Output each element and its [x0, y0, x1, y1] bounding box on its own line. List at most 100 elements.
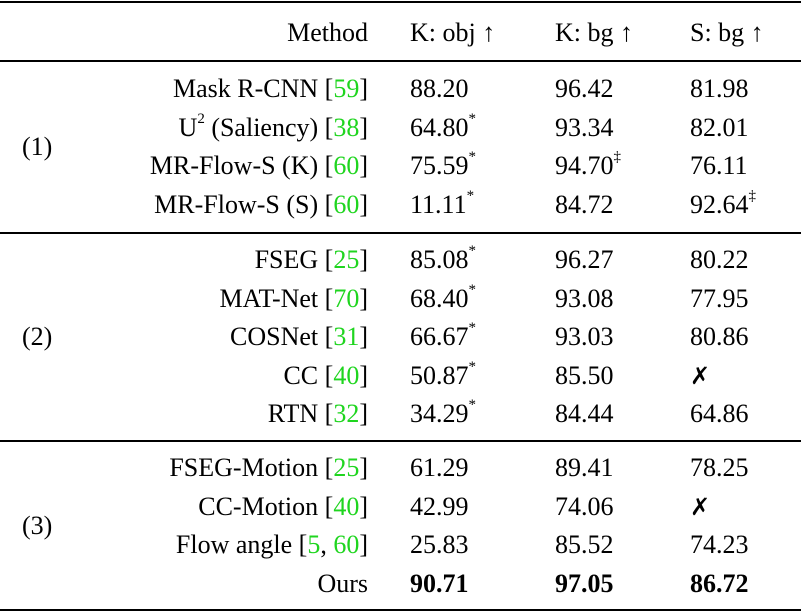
method-name: MR-Flow-S (S) [60]	[154, 189, 368, 219]
header-method: Method	[287, 18, 368, 47]
value-text: 80.86	[690, 322, 749, 351]
value-marker: *	[468, 320, 477, 337]
value-text: 85.08	[410, 245, 469, 274]
value-text: 82.01	[690, 112, 749, 142]
value-cell: 76.11	[690, 151, 748, 181]
group-label: (2)	[22, 322, 53, 351]
value-cell: 89.41	[555, 453, 614, 483]
value-marker: *	[468, 358, 477, 375]
value-marker: ‡	[613, 149, 622, 166]
method-name-suffix: (Saliency)	[204, 112, 319, 142]
group-label: (3)	[22, 510, 53, 540]
value-cell: 42.99	[410, 492, 469, 522]
citation-link[interactable]: 40	[333, 491, 360, 521]
value-text: 42.99	[410, 491, 469, 521]
value-text: 93.34	[555, 112, 614, 142]
value-cell: 80.22	[690, 245, 749, 275]
value-text: 64.80	[410, 112, 469, 142]
value-text: 80.22	[690, 245, 749, 274]
value-cell: 50.87*	[410, 358, 477, 391]
top-rule	[0, 1, 801, 3]
value-cell: 88.20	[410, 74, 469, 104]
value-cell: 61.29	[410, 453, 469, 483]
value-text: 74.06	[555, 491, 614, 521]
citation-link[interactable]: 40	[333, 360, 360, 390]
method-name-text: Flow angle	[175, 530, 293, 559]
method-name-text: MR-Flow-S (K)	[149, 151, 325, 180]
citation-link[interactable]: 31	[333, 322, 360, 351]
value-cell: 82.01	[690, 113, 749, 143]
value-text: 34.29	[410, 399, 469, 428]
value-text: 85.50	[555, 360, 614, 390]
value-marker: *	[468, 243, 477, 260]
value-text: 66.67	[410, 322, 469, 351]
value-text: 75.59	[410, 151, 469, 180]
value-cell: 96.27	[555, 245, 614, 275]
header-s-bg: S: bg ↑	[690, 18, 764, 47]
method-name: Flow angle [5, 60]	[175, 530, 368, 559]
method-name-text: MAT-Net	[219, 283, 319, 313]
value-text: 89.41	[555, 453, 614, 482]
citation-link[interactable]: 59	[333, 74, 360, 103]
method-name-text: CC	[283, 360, 319, 390]
method-superscript: 2	[197, 110, 205, 127]
value-marker: *	[468, 149, 477, 166]
method-name-text: FSEG	[254, 245, 319, 274]
method-name-text: COSNet	[230, 322, 319, 351]
citation-link[interactable]: 25	[333, 453, 360, 482]
citation-link[interactable]: 60	[333, 189, 360, 219]
value-cell: 81.98	[690, 74, 749, 104]
group-rule-2	[0, 440, 801, 442]
citation-link[interactable]: 70	[333, 283, 360, 313]
method-name: FSEG [25]	[254, 245, 368, 274]
citation-link[interactable]: 60	[333, 530, 360, 559]
value-marker: *	[468, 110, 477, 127]
value-cell: 93.34	[555, 113, 614, 143]
value-text: 84.72	[555, 189, 614, 219]
group-rule-1	[0, 232, 801, 234]
value-text: 92.64	[690, 189, 749, 219]
method-name-text: Mask R-CNN	[172, 74, 319, 103]
method-name-text: Ours	[317, 568, 368, 598]
method-name: COSNet [31]	[230, 322, 368, 351]
method-name-text: FSEG-Motion	[169, 453, 319, 482]
value-marker: ‡	[748, 187, 757, 204]
value-text: 81.98	[690, 74, 749, 103]
citation-link[interactable]: 25	[333, 245, 360, 274]
value-text: 86.72	[690, 568, 749, 598]
method-name: RTN [32]	[267, 399, 368, 428]
value-marker: *	[468, 281, 477, 298]
method-name: U2 (Saliency) [38]	[178, 110, 368, 142]
value-cell: 85.50	[555, 361, 614, 391]
value-text: 96.27	[555, 245, 614, 274]
cross-icon: ✗	[690, 361, 711, 390]
value-text: 78.25	[690, 453, 749, 482]
value-cell: 92.64‡	[690, 187, 757, 220]
value-cell: 74.23	[690, 530, 749, 560]
value-cell: 97.05	[555, 569, 614, 599]
value-cell: 78.25	[690, 453, 749, 483]
value-cell: 93.03	[555, 322, 614, 352]
value-cell: 84.72	[555, 190, 614, 220]
value-text: 76.11	[690, 151, 748, 180]
method-name-text: RTN	[267, 399, 319, 428]
value-text: 64.86	[690, 399, 749, 428]
value-cell: 25.83	[410, 530, 469, 560]
value-cell: 75.59*	[410, 149, 477, 181]
citation-link[interactable]: 60	[333, 151, 360, 180]
header-k-bg: K: bg ↑	[555, 18, 633, 47]
value-text: 88.20	[410, 74, 469, 103]
citation-link[interactable]: 32	[333, 399, 360, 428]
value-cell: 80.86	[690, 322, 749, 352]
citation-link[interactable]: 5	[307, 530, 321, 559]
value-text: 94.70	[555, 151, 614, 180]
method-name: Ours	[317, 569, 368, 599]
value-cell: ✗	[690, 492, 710, 522]
value-marker: *	[466, 187, 475, 204]
value-cell: 94.70‡	[555, 149, 622, 181]
value-cell: 84.44	[555, 399, 614, 429]
citation-link[interactable]: 38	[333, 112, 360, 142]
value-cell: 64.86	[690, 399, 749, 429]
value-text: 96.42	[555, 74, 614, 103]
